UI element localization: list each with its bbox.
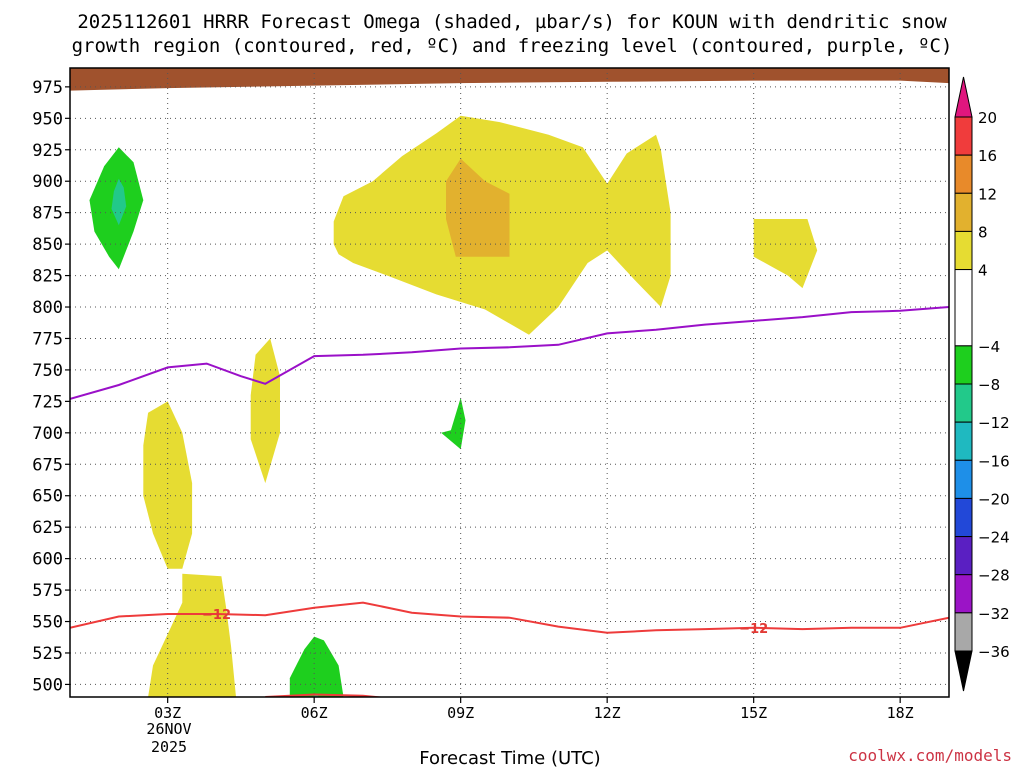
y-tick-label-10: 750	[32, 361, 63, 381]
plot-area: −12 −12	[70, 68, 949, 697]
colorbar-band-12	[954, 612, 973, 652]
colorbar-label-9: −20	[978, 490, 1010, 508]
x-tick-label-5: 18Z	[887, 704, 914, 722]
colorbar-band-2	[954, 192, 973, 232]
y-tick-label-12: 800	[32, 298, 63, 318]
colorbar-band-3	[954, 230, 973, 271]
colorbar-label-4: 4	[978, 262, 988, 280]
freezing-level-line	[70, 306, 949, 400]
y-tick-label-2: 550	[32, 613, 63, 633]
y-tick-label-19: 975	[32, 78, 63, 98]
omega-region-3	[289, 636, 344, 697]
y-tick-label-1: 525	[32, 644, 63, 664]
omega-region-7	[111, 178, 127, 226]
colorbar-label-6: −8	[978, 376, 1000, 394]
colorbar-band-6	[954, 383, 973, 423]
colorbar-band-4	[954, 269, 973, 347]
x-tick-label-2: 09Z	[447, 704, 474, 722]
colorbar-over-arrow	[954, 76, 973, 118]
omega-shaded-regions	[89, 115, 818, 697]
y-tick-label-11: 775	[32, 329, 63, 349]
colorbar-label-0: 20	[978, 109, 997, 127]
chart-title-line1: 2025112601 HRRR Forecast Omega (shaded, …	[77, 11, 947, 33]
colorbar-under-arrow	[954, 650, 973, 692]
colorbar-label-2: 12	[978, 185, 997, 203]
y-tick-label-9: 725	[32, 392, 63, 412]
date-label-year: 2025	[151, 738, 187, 756]
x-tick-label-4: 15Z	[740, 704, 767, 722]
y-tick-label-14: 850	[32, 235, 63, 255]
colorbar-band-10	[954, 536, 973, 576]
x-tick-label-1: 06Z	[301, 704, 328, 722]
y-tick-label-13: 825	[32, 267, 63, 287]
contour-label-0: −12	[202, 608, 231, 623]
colorbar-label-7: −12	[978, 414, 1010, 432]
isotherm-minus12-line	[70, 601, 949, 634]
omega-region-0	[148, 573, 236, 697]
x-tick-label-3: 12Z	[594, 704, 621, 722]
colorbar: 20 16 12 8 4 −4 −8 −12 −16 −20 −24 −28 −32 −36	[954, 76, 1010, 692]
colorbar-band-8	[954, 459, 973, 499]
colorbar-label-10: −24	[978, 529, 1010, 547]
omega-region-2	[250, 338, 280, 484]
x-tick-label-0: 03Z	[154, 704, 181, 722]
isotherm-minus12-upper	[265, 693, 386, 697]
y-tick-label-4: 600	[32, 550, 63, 570]
contour-lines: −12 −12	[70, 306, 949, 697]
colorbar-label-8: −16	[978, 452, 1010, 470]
omega-region-9	[446, 158, 510, 257]
colorbar-band-9	[954, 497, 973, 538]
colorbar-label-1: 16	[978, 147, 997, 165]
y-tick-label-18: 950	[32, 109, 63, 129]
y-tick-label-0: 500	[32, 675, 63, 695]
y-tick-label-17: 925	[32, 141, 63, 161]
credit-text: coolwx.com/models	[848, 746, 1012, 765]
x-axis-label: Forecast Time (UTC)	[419, 748, 600, 768]
omega-region-10	[753, 219, 818, 289]
contour-label-1: −12	[739, 622, 768, 637]
plot-frame	[69, 67, 950, 698]
colorbar-band-7	[954, 421, 973, 461]
y-axis: 500 525 550 575 600 625 650 675 700 725 750 775 800 8…	[32, 78, 70, 695]
colorbar-label-13: −36	[978, 643, 1010, 661]
colorbar-label-11: −28	[978, 567, 1010, 585]
colorbar-band-5	[954, 345, 973, 385]
terrain-layer	[70, 68, 949, 91]
colorbar-label-12: −32	[978, 605, 1010, 623]
omega-region-5	[441, 397, 466, 450]
colorbar-label-5: −4	[978, 338, 1000, 356]
colorbar-band-11	[954, 574, 973, 614]
date-label-day: 26NOV	[146, 720, 191, 738]
colorbar-band-0	[954, 116, 973, 156]
y-tick-label-5: 625	[32, 518, 63, 538]
colorbar-label-3: 8	[978, 223, 988, 241]
x-axis: 03Z 06Z 09Z 12Z 15Z 18Z	[154, 697, 914, 722]
y-tick-label-6: 650	[32, 487, 63, 507]
terrain-ground	[70, 68, 949, 91]
y-tick-label-15: 875	[32, 204, 63, 224]
y-tick-label-7: 675	[32, 455, 63, 475]
y-tick-label-3: 575	[32, 581, 63, 601]
colorbar-band-1	[954, 154, 973, 194]
chart-title-line2: growth region (contoured, red, ºC) and f…	[72, 35, 953, 57]
y-tick-label-16: 900	[32, 172, 63, 192]
y-tick-label-8: 700	[32, 424, 63, 444]
